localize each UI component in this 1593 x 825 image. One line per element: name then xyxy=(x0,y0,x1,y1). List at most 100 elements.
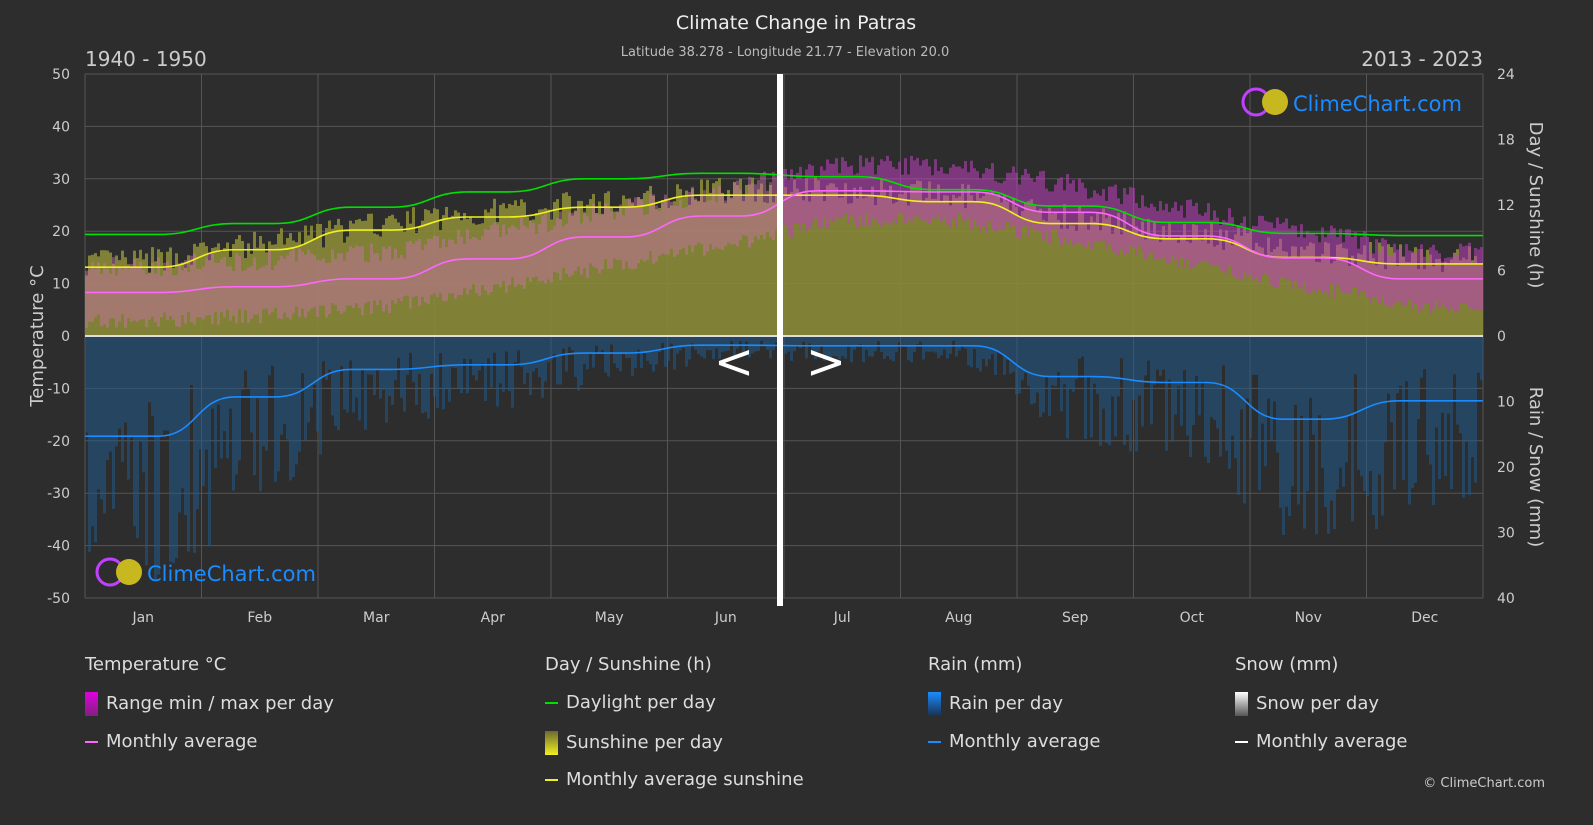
next-period-button[interactable]: > xyxy=(806,334,846,390)
rain-day-bar xyxy=(133,336,136,527)
rain-day-bar xyxy=(826,336,829,360)
rain-day-bar xyxy=(1102,336,1105,409)
rain-day-bar xyxy=(475,336,478,381)
temperature-range-bar xyxy=(940,167,943,222)
rain-day-bar xyxy=(925,336,928,352)
temperature-range-bar xyxy=(1420,244,1423,310)
rain-day-bar xyxy=(739,336,742,342)
rain-day-bar xyxy=(1465,336,1468,442)
temperature-range-bar xyxy=(1231,217,1234,276)
temperature-range-bar xyxy=(904,158,907,224)
temperature-range-bar xyxy=(1096,193,1099,242)
temperature-range-bar xyxy=(1051,191,1054,230)
sunshine-day-bar xyxy=(1213,246,1216,336)
sunshine-day-bar xyxy=(319,224,322,336)
rain-day-bar xyxy=(1192,336,1195,425)
daylight-line xyxy=(85,172,1483,237)
sunshine-day-bar xyxy=(769,184,772,336)
temperature-range-bar xyxy=(823,170,826,218)
temperature-range-bar xyxy=(457,229,460,295)
rain-day-bar xyxy=(1030,336,1033,405)
rain-day-bar xyxy=(307,336,310,423)
rain-day-bar xyxy=(442,336,445,410)
rain-day-bar xyxy=(175,336,178,558)
sunshine-day-bar xyxy=(274,244,277,336)
sunshine-day-bar xyxy=(646,190,649,336)
sunshine-day-bar xyxy=(289,233,292,336)
x-tick-month: Apr xyxy=(481,610,505,626)
sunshine-day-bar xyxy=(1183,224,1186,336)
rain-day-bar xyxy=(1240,336,1243,410)
rain-day-bar xyxy=(1237,336,1240,495)
rain-day-bar xyxy=(361,336,364,370)
sunshine-day-bar xyxy=(580,200,583,336)
sunshine-day-bar xyxy=(940,201,943,336)
sunshine-day-bar xyxy=(337,218,340,336)
temperature-range-bar xyxy=(751,183,754,244)
temperature-range-bar xyxy=(931,175,934,218)
rain-day-bar xyxy=(1135,336,1138,452)
rain-day-bar xyxy=(1462,336,1465,498)
rain-day-bar xyxy=(412,336,415,383)
temperature-range-bar xyxy=(685,206,688,255)
temperature-range-bar xyxy=(802,178,805,224)
sunshine-day-bar xyxy=(487,212,490,336)
temperature-range-bar xyxy=(1378,252,1381,305)
rain-day-bar xyxy=(1063,336,1066,385)
rain-day-bar xyxy=(631,336,634,376)
rain-day-bar xyxy=(880,336,883,353)
sunshine-day-bar xyxy=(577,200,580,336)
temperature-range-bar xyxy=(496,224,499,285)
rain-day-bar xyxy=(190,336,193,386)
rain-day-bar xyxy=(1321,336,1324,468)
rain-day-bar xyxy=(493,336,496,353)
rain-day-bar xyxy=(637,336,640,350)
sunshine-day-bar xyxy=(217,243,220,336)
temperature-range-bar xyxy=(1012,166,1015,226)
temperature-range-bar xyxy=(574,211,577,271)
rain-day-bar xyxy=(721,336,724,352)
temperature-range-bar xyxy=(865,158,868,213)
temperature-range-bar xyxy=(1087,198,1090,241)
sunshine-day-bar xyxy=(598,201,601,336)
rain-day-bar xyxy=(1042,336,1045,413)
sunshine-day-bar xyxy=(1240,235,1243,336)
sunshine-day-bar xyxy=(418,226,421,336)
rain-day-bar xyxy=(1177,336,1180,387)
sunshine-day-bar xyxy=(421,220,424,336)
sunshine-day-bar xyxy=(856,198,859,336)
rain-day-bar xyxy=(649,336,652,365)
rain-day-bar xyxy=(1246,336,1249,399)
logo-bottom[interactable]: ClimeChart.com xyxy=(95,557,316,587)
rain-day-bar xyxy=(535,336,538,369)
sunshine-day-bar xyxy=(571,215,574,336)
period-divider-handle[interactable] xyxy=(777,74,783,606)
rain-day-bar xyxy=(757,336,760,352)
rain-day-bar xyxy=(478,336,481,371)
legend-label: Rain per day xyxy=(949,693,1064,714)
temperature-range-bar xyxy=(1204,212,1207,262)
sunshine-day-bar xyxy=(625,198,628,336)
temperature-range-bar xyxy=(349,246,352,306)
rain-day-bar xyxy=(1180,336,1183,426)
prev-period-button[interactable]: < xyxy=(714,334,754,390)
rain-day-bar xyxy=(1072,336,1075,392)
rain-day-bar xyxy=(1339,336,1342,468)
sunshine-day-bar xyxy=(901,194,904,336)
sunshine-day-bar xyxy=(1150,235,1153,336)
sunshine-day-bar xyxy=(415,233,418,336)
sunshine-day-bar xyxy=(601,214,604,336)
temperature-range-bar xyxy=(1399,246,1402,302)
temperature-range-bar xyxy=(166,261,169,321)
temperature-range-bar xyxy=(736,180,739,247)
rain-day-bar xyxy=(727,336,730,351)
rain-day-bar xyxy=(1336,336,1339,490)
sunshine-day-bar xyxy=(517,205,520,336)
sunshine-day-bar xyxy=(1153,222,1156,336)
logo-top[interactable]: ClimeChart.com xyxy=(1241,87,1462,117)
rain-day-bar xyxy=(754,336,757,352)
sunshine-day-bar xyxy=(1024,202,1027,336)
rain-day-bar xyxy=(661,336,664,344)
sunshine-day-bar xyxy=(871,186,874,336)
temperature-range-bar xyxy=(1201,215,1204,260)
